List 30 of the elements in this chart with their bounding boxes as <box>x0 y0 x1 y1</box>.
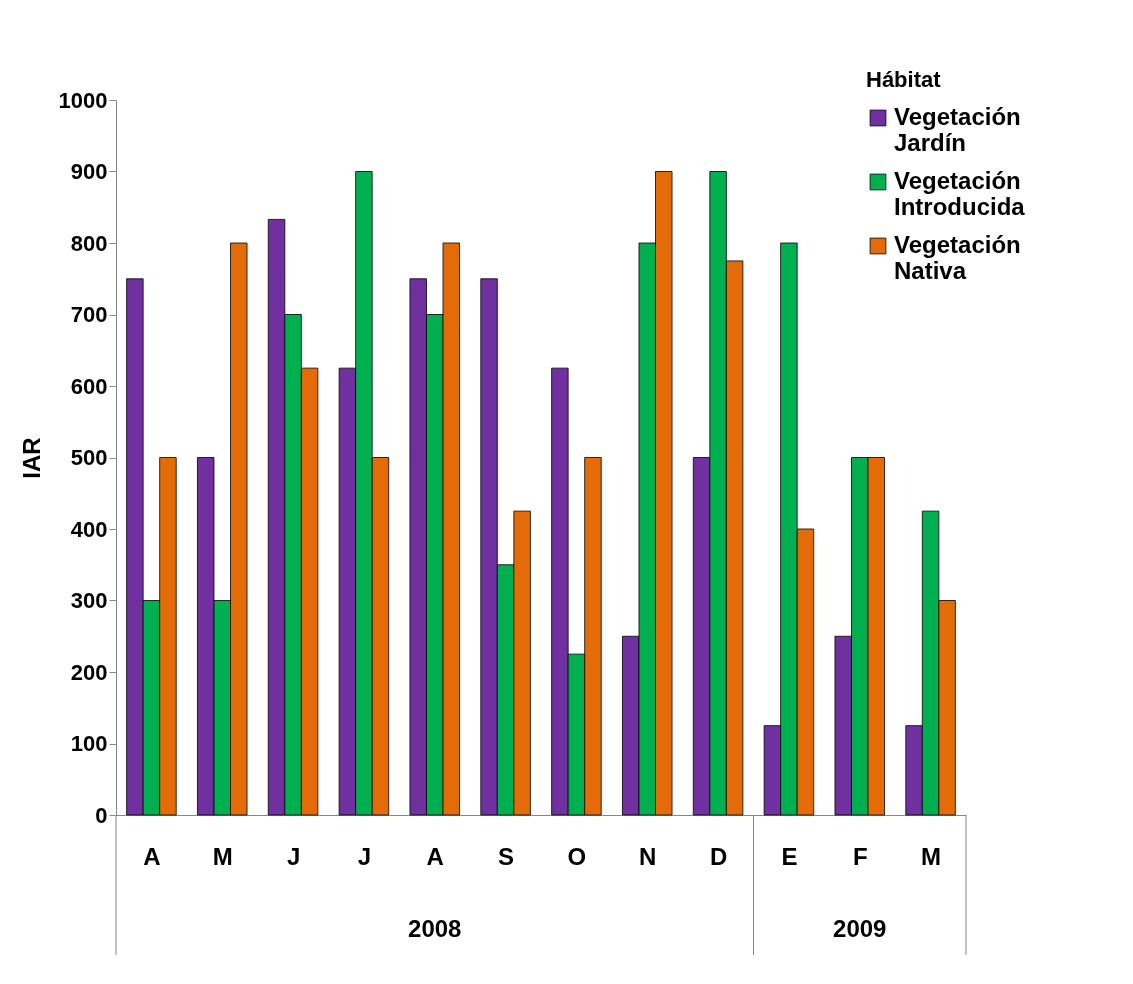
y-tick-label: 0 <box>95 802 108 828</box>
y-axis-title: IAR <box>17 437 45 479</box>
x-tick-label: S <box>498 842 515 870</box>
x-tick-label: F <box>852 842 868 870</box>
text: 2009 <box>833 915 887 942</box>
y-tick-label: 600 <box>70 373 108 399</box>
x-tick-label: A <box>426 842 444 870</box>
y-tick-label: 1000 <box>58 87 108 113</box>
y-tick-label: 200 <box>70 659 108 685</box>
x-tick-label: J <box>357 842 372 870</box>
legend-label: Vegetación Nativa <box>894 231 1021 284</box>
text: 2008 <box>408 915 462 942</box>
y-tick-label: 100 <box>70 731 108 756</box>
y-tick-label: 400 <box>70 516 108 542</box>
x-tick-label: A <box>143 842 161 870</box>
x-tick-label: D <box>709 842 728 870</box>
legend-label: Vegetación Introducida <box>894 167 1026 220</box>
y-tick-label: 500 <box>70 445 108 470</box>
legend-label: Vegetación Jardín <box>894 103 1021 156</box>
x-tick-label: E <box>781 842 798 870</box>
x-tick-label: M <box>212 842 233 870</box>
y-tick-label: 300 <box>70 588 108 613</box>
x-tick-label: J <box>286 842 301 870</box>
x-tick-label: N <box>639 842 657 870</box>
x-tick-label: M <box>921 842 942 870</box>
y-tick-label: 800 <box>70 230 108 256</box>
x-tick-label: O <box>567 842 587 870</box>
y-tick-label: 900 <box>70 159 108 184</box>
y-tick-label: 700 <box>70 302 108 327</box>
legend-title: Hábitat <box>866 67 942 92</box>
